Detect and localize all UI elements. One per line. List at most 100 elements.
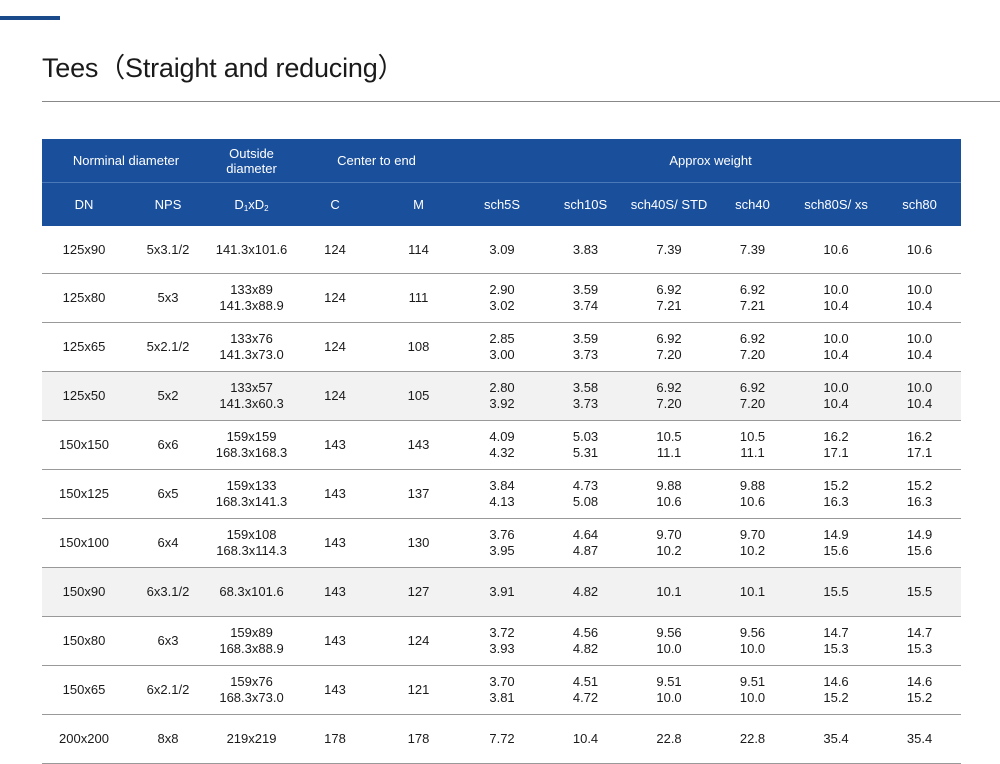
cell-nps: 5x2 bbox=[126, 371, 211, 421]
cell-c: 143 bbox=[293, 616, 378, 666]
cell-m: 130 bbox=[377, 518, 461, 568]
cell-sch10s: 3.59 3.73 bbox=[544, 322, 628, 372]
header-dn: DN bbox=[42, 182, 126, 226]
table-row: 125x80 5x3 133x89 141.3x88.9 124 111 2.90… bbox=[42, 273, 962, 323]
cell-sch40s: 22.8 bbox=[627, 714, 712, 764]
table-row: 125x65 5x2.1/2 133x76 141.3x73.0 124 108 … bbox=[42, 322, 962, 372]
cell-sch80: 14.6 15.2 bbox=[878, 665, 962, 715]
cell-c: 143 bbox=[293, 567, 378, 617]
cell-sch80s: 14.6 15.2 bbox=[794, 665, 879, 715]
cell-sch40: 7.39 bbox=[711, 226, 795, 274]
cell-sch80s: 10.0 10.4 bbox=[794, 371, 879, 421]
cell-sch40: 9.51 10.0 bbox=[711, 665, 795, 715]
header-center-to-end: Center to end bbox=[293, 139, 461, 183]
cell-od: 159x76 168.3x73.0 bbox=[210, 665, 294, 715]
header-row-groups: Norminal diameter Outside diameter Cente… bbox=[42, 139, 962, 183]
cell-dn: 150x90 bbox=[42, 567, 126, 617]
cell-sch80s: 14.9 15.6 bbox=[794, 518, 879, 568]
header-d1xd2: D1xD2 bbox=[210, 182, 294, 226]
header-m: M bbox=[377, 182, 461, 226]
cell-sch40: 9.88 10.6 bbox=[711, 469, 795, 519]
cell-od: 159x133 168.3x141.3 bbox=[210, 469, 294, 519]
cell-sch5s: 3.70 3.81 bbox=[460, 665, 545, 715]
cell-sch5s: 7.72 bbox=[460, 714, 545, 764]
cell-dn: 150x125 bbox=[42, 469, 126, 519]
cell-sch40: 22.8 bbox=[711, 714, 795, 764]
table-row: 125x50 5x2 133x57 141.3x60.3 124 105 2.80… bbox=[42, 371, 962, 421]
cell-sch5s: 2.85 3.00 bbox=[460, 322, 545, 372]
cell-od: 133x57 141.3x60.3 bbox=[210, 371, 294, 421]
cell-od: 68.3x101.6 bbox=[210, 567, 294, 617]
cell-sch5s: 3.76 3.95 bbox=[460, 518, 545, 568]
cell-sch80: 10.0 10.4 bbox=[878, 371, 962, 421]
title-divider bbox=[42, 101, 1000, 102]
cell-dn: 125x80 bbox=[42, 273, 126, 323]
cell-sch10s: 4.64 4.87 bbox=[544, 518, 628, 568]
cell-sch5s: 3.84 4.13 bbox=[460, 469, 545, 519]
table-row: 150x80 6x3 159x89 168.3x88.9 143 124 3.72… bbox=[42, 616, 962, 666]
table-row: 150x100 6x4 159x108 168.3x114.3 143 130 3… bbox=[42, 518, 962, 568]
cell-sch80: 15.2 16.3 bbox=[878, 469, 962, 519]
cell-c: 124 bbox=[293, 226, 378, 274]
cell-sch40s: 10.5 11.1 bbox=[627, 420, 712, 470]
cell-dn: 150x80 bbox=[42, 616, 126, 666]
page-title: Tees（Straight and reducing） bbox=[42, 53, 405, 83]
cell-sch80: 14.9 15.6 bbox=[878, 518, 962, 568]
cell-sch80s: 10.0 10.4 bbox=[794, 322, 879, 372]
cell-sch40s: 10.1 bbox=[627, 567, 712, 617]
cell-sch80: 15.5 bbox=[878, 567, 962, 617]
cell-dn: 150x150 bbox=[42, 420, 126, 470]
cell-m: 105 bbox=[377, 371, 461, 421]
cell-sch10s: 3.59 3.74 bbox=[544, 273, 628, 323]
cell-nps: 6x2.1/2 bbox=[126, 665, 211, 715]
cell-m: 127 bbox=[377, 567, 461, 617]
cell-sch80: 10.0 10.4 bbox=[878, 273, 962, 323]
cell-dn: 125x50 bbox=[42, 371, 126, 421]
cell-dn: 200x200 bbox=[42, 714, 126, 764]
cell-dn: 150x100 bbox=[42, 518, 126, 568]
table-row: 150x65 6x2.1/2 159x76 168.3x73.0 143 121 … bbox=[42, 665, 962, 715]
cell-sch40: 9.70 10.2 bbox=[711, 518, 795, 568]
cell-sch10s: 4.56 4.82 bbox=[544, 616, 628, 666]
cell-nps: 8x8 bbox=[126, 714, 211, 764]
header-row-columns: DN NPS D1xD2 C M sch5S sch10S sch40S/ ST… bbox=[42, 182, 962, 226]
cell-c: 124 bbox=[293, 273, 378, 323]
cell-sch40s: 7.39 bbox=[627, 226, 712, 274]
cell-nps: 6x6 bbox=[126, 420, 211, 470]
cell-c: 143 bbox=[293, 665, 378, 715]
cell-c: 124 bbox=[293, 371, 378, 421]
cell-sch5s: 3.09 bbox=[460, 226, 545, 274]
cell-od: 159x108 168.3x114.3 bbox=[210, 518, 294, 568]
cell-m: 124 bbox=[377, 616, 461, 666]
table-row: 150x90 6x3.1/2 68.3x101.6 143 127 3.91 4… bbox=[42, 567, 962, 617]
cell-sch10s: 3.58 3.73 bbox=[544, 371, 628, 421]
cell-od: 159x89 168.3x88.9 bbox=[210, 616, 294, 666]
cell-dn: 150x65 bbox=[42, 665, 126, 715]
cell-sch10s: 5.03 5.31 bbox=[544, 420, 628, 470]
cell-sch80s: 15.2 16.3 bbox=[794, 469, 879, 519]
cell-c: 143 bbox=[293, 420, 378, 470]
cell-m: 121 bbox=[377, 665, 461, 715]
header-sch40s-std: sch40S/ STD bbox=[627, 182, 712, 226]
cell-sch40: 6.92 7.20 bbox=[711, 371, 795, 421]
table-row: 125x90 5x3.1/2 141.3x101.6 124 114 3.09 … bbox=[42, 226, 962, 274]
cell-sch80s: 35.4 bbox=[794, 714, 879, 764]
cell-sch40: 10.5 11.1 bbox=[711, 420, 795, 470]
cell-sch80s: 10.0 10.4 bbox=[794, 273, 879, 323]
cell-nps: 5x3 bbox=[126, 273, 211, 323]
header-nps: NPS bbox=[126, 182, 211, 226]
cell-m: 108 bbox=[377, 322, 461, 372]
cell-sch80: 10.6 bbox=[878, 226, 962, 274]
cell-dn: 125x90 bbox=[42, 226, 126, 274]
header-sch80: sch80 bbox=[878, 182, 962, 226]
cell-sch40s: 9.88 10.6 bbox=[627, 469, 712, 519]
header-approx-weight: Approx weight bbox=[460, 139, 962, 183]
header-sch80s-xs: sch80S/ xs bbox=[794, 182, 879, 226]
cell-sch40s: 9.70 10.2 bbox=[627, 518, 712, 568]
cell-sch80s: 14.7 15.3 bbox=[794, 616, 879, 666]
cell-sch5s: 2.80 3.92 bbox=[460, 371, 545, 421]
cell-sch80s: 15.5 bbox=[794, 567, 879, 617]
cell-sch10s: 4.82 bbox=[544, 567, 628, 617]
header-c: C bbox=[293, 182, 378, 226]
cell-nps: 6x3 bbox=[126, 616, 211, 666]
